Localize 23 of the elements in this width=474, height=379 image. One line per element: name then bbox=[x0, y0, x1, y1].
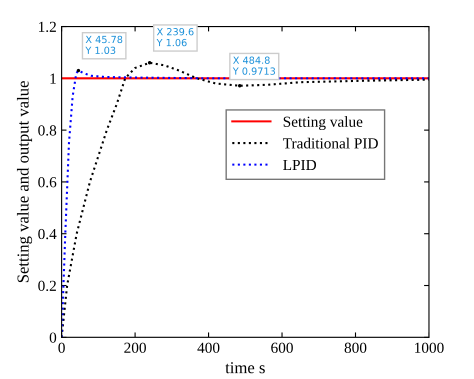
annotation: X 239.6 Y 1.06 bbox=[156, 28, 194, 46]
point bbox=[238, 84, 242, 88]
x-tick-label: 1000 bbox=[415, 342, 444, 353]
point bbox=[148, 61, 152, 65]
legend-label: LPID bbox=[283, 160, 316, 170]
y-tick-label: 0 bbox=[50, 332, 56, 343]
y-tick-label: 1 bbox=[50, 74, 56, 84]
x-tick-label: 200 bbox=[124, 342, 146, 353]
y-tick-label: 0.2 bbox=[38, 280, 56, 292]
x-tick-label: 0 bbox=[58, 342, 65, 353]
y-tick-label: 0.6 bbox=[38, 177, 56, 188]
annotation: X 484.8 Y 0.9713 bbox=[232, 56, 276, 75]
x-tick-label: 400 bbox=[197, 342, 220, 353]
x-tick-label: 800 bbox=[344, 342, 366, 353]
x-tick-label: 600 bbox=[271, 342, 293, 353]
y-tick-label: 1.2 bbox=[39, 22, 56, 32]
x-axis-title: time s bbox=[225, 362, 265, 374]
y-tick-label: 0.4 bbox=[38, 228, 57, 240]
y-tick-label: 0.8 bbox=[38, 125, 56, 136]
y-axis-title: Setting value and output value bbox=[16, 81, 32, 282]
legend-label: Traditional PID bbox=[282, 138, 378, 149]
annotation: X 45.78 Y 1.03 bbox=[85, 36, 122, 54]
legend-label: Setting value bbox=[284, 116, 362, 130]
